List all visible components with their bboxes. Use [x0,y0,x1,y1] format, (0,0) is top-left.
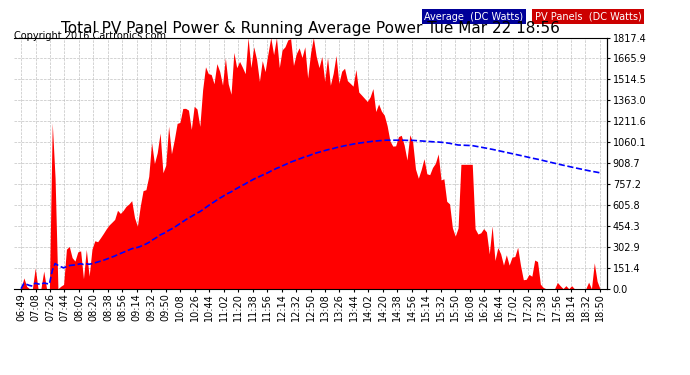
Title: Total PV Panel Power & Running Average Power Tue Mar 22 18:56: Total PV Panel Power & Running Average P… [61,21,560,36]
Text: PV Panels  (DC Watts): PV Panels (DC Watts) [535,12,642,22]
Text: Average  (DC Watts): Average (DC Watts) [424,12,524,22]
Text: Copyright 2016 Cartronics.com: Copyright 2016 Cartronics.com [14,32,166,41]
